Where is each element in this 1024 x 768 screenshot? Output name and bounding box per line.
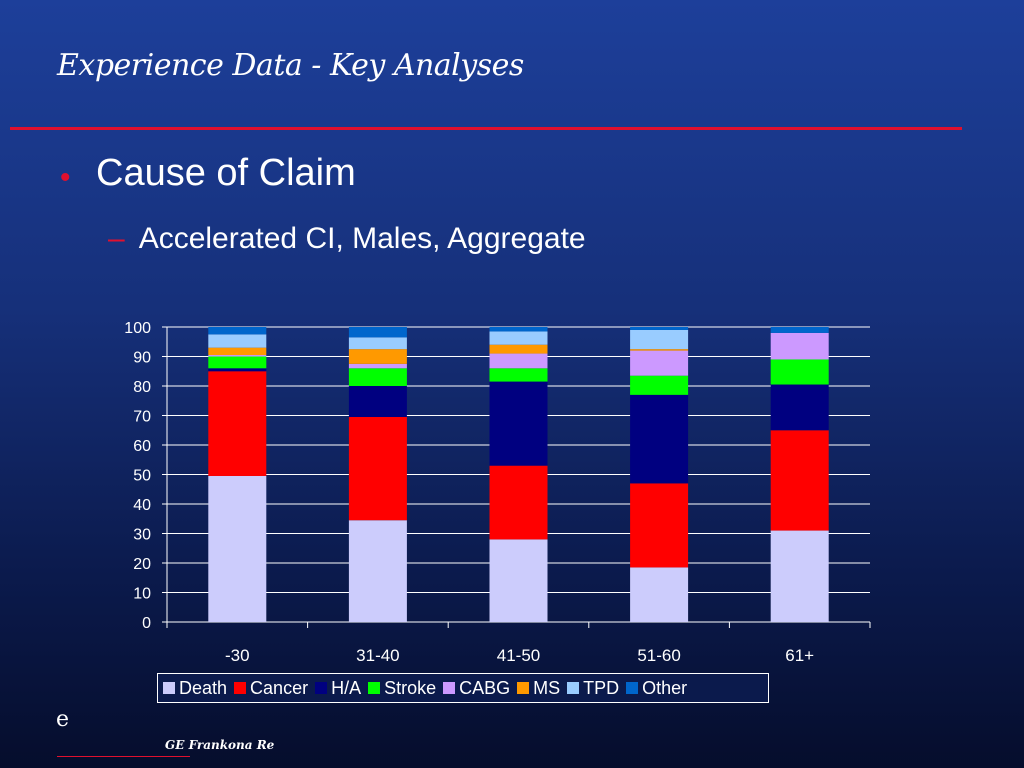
legend-swatch [315, 682, 328, 694]
bar-segment-cabg [348, 363, 407, 369]
bar-segment-h-a [770, 384, 829, 431]
bar-segment-ms [208, 347, 267, 356]
y-tick-label: 80 [133, 379, 151, 396]
bullet-text: Cause of Claim [96, 152, 356, 194]
legend-label: H/A [331, 677, 362, 698]
y-tick-label: 70 [133, 409, 151, 426]
bar-segment-cabg [770, 332, 829, 360]
footer-brand: GE Frankona Re [165, 738, 275, 752]
x-tick-label: 51-60 [637, 646, 680, 665]
y-tick-label: 100 [124, 320, 151, 337]
legend-label: Other [642, 677, 688, 698]
legend-swatch [517, 682, 530, 694]
y-tick-label: 60 [133, 438, 151, 455]
legend-swatch [443, 682, 456, 694]
bar-segment-stroke [630, 375, 689, 395]
y-tick-label: 10 [133, 586, 151, 603]
legend-swatch [163, 682, 175, 694]
footer-underline [57, 756, 190, 757]
bullet-dot-icon: • [60, 161, 71, 194]
bar-segment-cabg [489, 353, 548, 369]
bar-segment-cancer [489, 465, 548, 540]
y-tick-label: 40 [133, 497, 151, 514]
bar-segment-other [208, 327, 267, 335]
x-tick-label: -30 [225, 646, 250, 665]
legend-swatch [626, 682, 639, 694]
bar-segment-stroke [770, 359, 829, 385]
legend-item: TPD [567, 678, 619, 699]
legend-swatch [567, 682, 580, 694]
bar-segment-ms [348, 349, 407, 364]
legend-item: Cancer [234, 678, 308, 699]
bar-segment-other [630, 327, 689, 330]
title-underline [10, 127, 962, 130]
legend-label: TPD [583, 677, 620, 698]
dash-icon: – [108, 222, 125, 255]
bar-segment-ms [630, 349, 689, 351]
legend-label: MS [533, 677, 561, 698]
bar-segment-death [630, 567, 689, 622]
chart-legend: Death Cancer H/A Stroke CABG MS TPD Other [157, 673, 769, 703]
bar-segment-cancer [630, 483, 689, 568]
bar-segment-cancer [348, 416, 407, 521]
bar-segment-other [489, 327, 548, 332]
bar-segment-h-a [630, 394, 689, 484]
bar-segment-h-a [489, 381, 548, 466]
legend-item: H/A [315, 678, 361, 699]
bar-segment-death [770, 530, 829, 622]
bar-segment-tpd [630, 329, 689, 350]
legend-item: Death [163, 678, 227, 699]
legend-swatch [368, 682, 381, 694]
legend-item: Stroke [368, 678, 436, 699]
bar-segment-cancer [208, 371, 267, 476]
x-tick-label: 31-40 [356, 646, 399, 665]
bar-segment-tpd [489, 331, 548, 345]
bar-segment-stroke [489, 368, 548, 382]
bar-segment-other [348, 327, 407, 338]
bar-segment-cabg [208, 355, 267, 357]
logo-e-icon: e [56, 707, 70, 732]
bar-segment-tpd [348, 337, 407, 350]
legend-label: Cancer [250, 677, 309, 698]
sub-bullet: – Accelerated CI, Males, Aggregate [108, 222, 586, 256]
legend-label: Death [179, 677, 228, 698]
x-tick-label: 61+ [785, 646, 814, 665]
y-tick-label: 30 [133, 527, 151, 544]
bar-segment-death [489, 539, 548, 622]
legend-item: CABG [443, 678, 510, 699]
y-tick-label: 90 [133, 350, 151, 367]
legend-label: CABG [459, 677, 511, 698]
bar-segment-h-a [348, 386, 407, 417]
bar-segment-death [208, 475, 267, 622]
bar-segment-cancer [770, 430, 829, 531]
bar-segment-cabg [630, 350, 689, 376]
legend-item: MS [517, 678, 560, 699]
y-tick-label: 20 [133, 556, 151, 573]
legend-label: Stroke [384, 677, 437, 698]
bar-segment-tpd [208, 334, 267, 348]
slide-title: Experience Data - Key Analyses [57, 48, 524, 83]
bar-segment-death [348, 520, 407, 622]
sub-bullet-text: Accelerated CI, Males, Aggregate [138, 222, 586, 255]
legend-swatch [234, 682, 247, 694]
bar-segment-stroke [348, 368, 407, 386]
bar-segment-stroke [208, 356, 267, 369]
legend-item: Other [626, 678, 687, 699]
y-tick-label: 50 [133, 468, 151, 485]
bar-segment-h-a [208, 368, 267, 372]
y-tick-label: 0 [142, 615, 151, 632]
bar-segment-other [770, 327, 829, 333]
bar-segment-ms [489, 344, 548, 354]
x-tick-label: 41-50 [497, 646, 540, 665]
stacked-bar-chart: 0 10 20 30 40 50 60 70 80 90 100 -30 31-40 41-50 51-60… [124, 320, 829, 665]
